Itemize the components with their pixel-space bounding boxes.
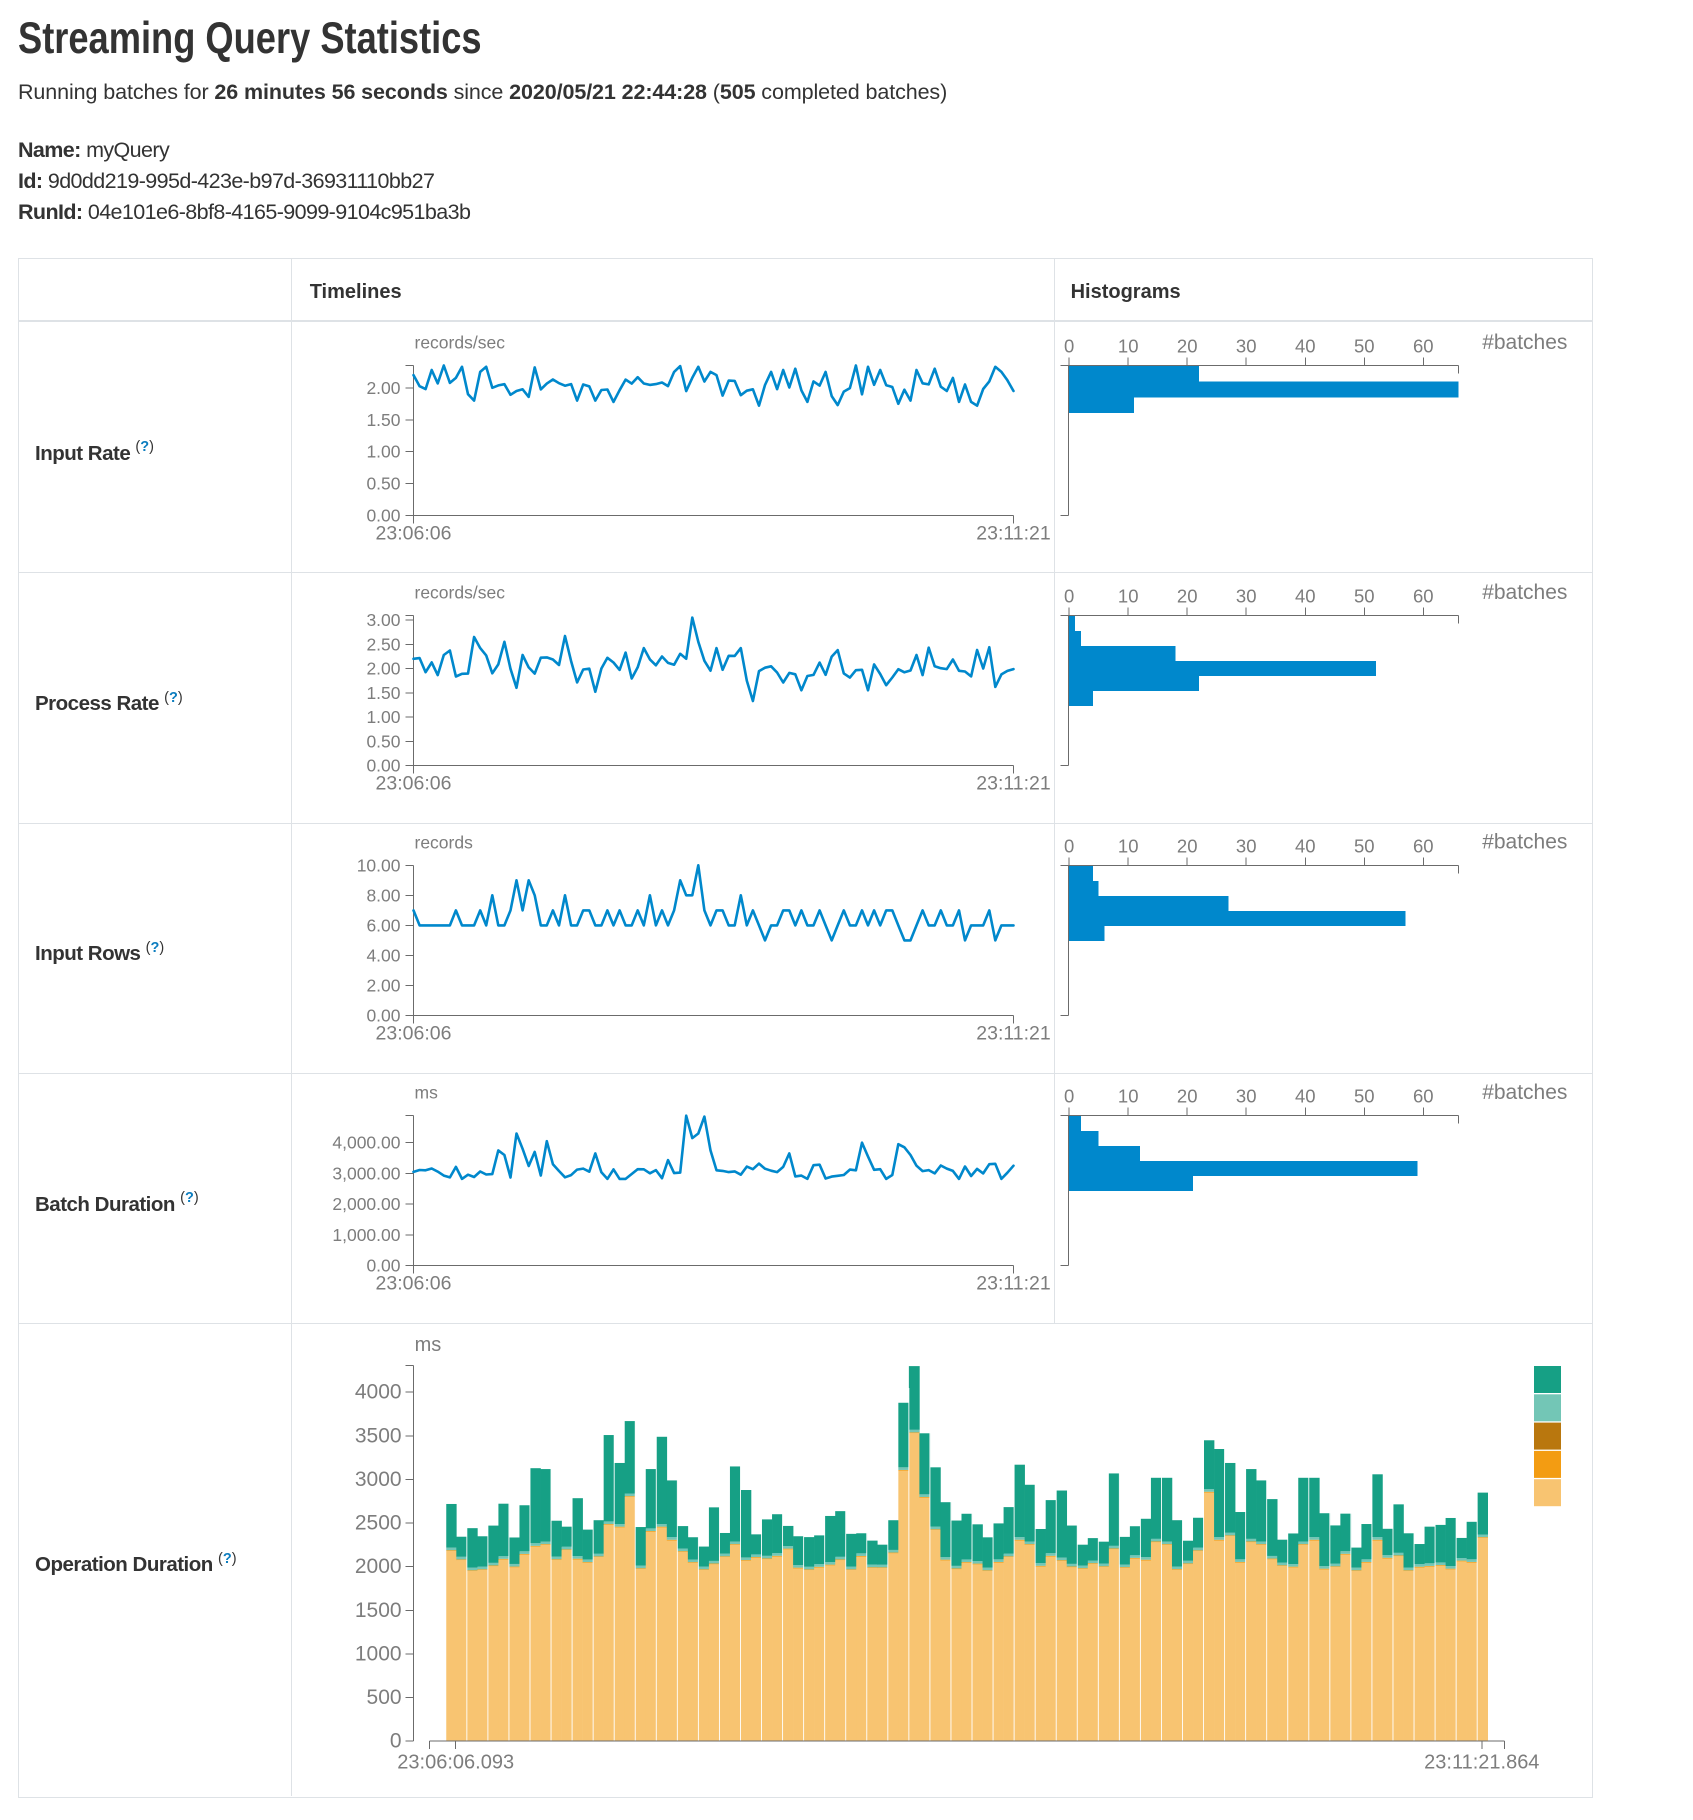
svg-text:60: 60 — [1413, 1086, 1434, 1107]
svg-text:10.00: 10.00 — [357, 855, 401, 875]
svg-text:50: 50 — [1354, 1086, 1375, 1107]
svg-text:1000: 1000 — [355, 1643, 402, 1666]
svg-text:2.00: 2.00 — [366, 378, 400, 398]
svg-text:0: 0 — [1064, 336, 1074, 357]
svg-text:8.00: 8.00 — [366, 885, 400, 905]
svg-text:2.00: 2.00 — [366, 976, 400, 996]
svg-text:1.00: 1.00 — [366, 442, 400, 462]
svg-text:23:06:06: 23:06:06 — [376, 1273, 452, 1295]
svg-text:#batches: #batches — [1482, 331, 1567, 354]
svg-text:#batches: #batches — [1482, 831, 1567, 854]
svg-text:60: 60 — [1413, 586, 1434, 607]
svg-text:40: 40 — [1295, 586, 1316, 607]
svg-text:0: 0 — [1064, 1086, 1074, 1107]
svg-text:2500: 2500 — [355, 1512, 402, 1535]
svg-text:60: 60 — [1413, 835, 1434, 856]
svg-text:500: 500 — [367, 1686, 402, 1709]
svg-text:1.50: 1.50 — [366, 410, 400, 430]
svg-text:23:06:06: 23:06:06 — [376, 773, 452, 795]
svg-text:0.00: 0.00 — [366, 756, 400, 776]
svg-text:23:06:06: 23:06:06 — [376, 523, 452, 545]
svg-text:23:11:21: 23:11:21 — [976, 1273, 1050, 1295]
svg-text:0.00: 0.00 — [366, 1006, 400, 1026]
svg-text:ms: ms — [415, 1083, 439, 1103]
svg-text:23:11:21: 23:11:21 — [976, 1023, 1050, 1045]
svg-text:0: 0 — [390, 1730, 402, 1753]
svg-text:1.50: 1.50 — [366, 683, 400, 703]
svg-text:40: 40 — [1295, 835, 1316, 856]
svg-text:2,000.00: 2,000.00 — [332, 1194, 400, 1214]
svg-text:23:11:21.864: 23:11:21.864 — [1424, 1752, 1539, 1774]
svg-text:30: 30 — [1236, 835, 1257, 856]
svg-text:records: records — [415, 832, 474, 852]
svg-text:30: 30 — [1236, 336, 1257, 357]
svg-text:4000: 4000 — [355, 1381, 402, 1404]
svg-text:3500: 3500 — [355, 1424, 402, 1447]
svg-text:0.50: 0.50 — [366, 474, 400, 494]
svg-text:23:06:06.093: 23:06:06.093 — [397, 1752, 514, 1774]
svg-text:0: 0 — [1064, 835, 1074, 856]
svg-text:0: 0 — [1064, 586, 1074, 607]
svg-text:50: 50 — [1354, 586, 1375, 607]
svg-text:#batches: #batches — [1482, 581, 1567, 604]
svg-text:2.00: 2.00 — [366, 659, 400, 679]
svg-text:3000: 3000 — [355, 1468, 402, 1491]
svg-text:10: 10 — [1118, 1086, 1139, 1107]
svg-text:1,000.00: 1,000.00 — [332, 1225, 400, 1245]
svg-text:3,000.00: 3,000.00 — [332, 1163, 400, 1183]
svg-text:20: 20 — [1177, 336, 1198, 357]
svg-text:4.00: 4.00 — [366, 945, 400, 965]
svg-text:20: 20 — [1177, 586, 1198, 607]
svg-text:records/sec: records/sec — [415, 333, 506, 353]
svg-text:40: 40 — [1295, 1086, 1316, 1107]
svg-text:0.50: 0.50 — [366, 731, 400, 751]
svg-text:2.50: 2.50 — [366, 634, 400, 654]
svg-text:1.00: 1.00 — [366, 707, 400, 727]
svg-text:4,000.00: 4,000.00 — [332, 1133, 400, 1153]
svg-text:#batches: #batches — [1482, 1081, 1567, 1104]
svg-text:records/sec: records/sec — [415, 583, 506, 603]
svg-text:1500: 1500 — [355, 1599, 402, 1622]
svg-text:23:11:21: 23:11:21 — [976, 523, 1050, 545]
svg-text:0.00: 0.00 — [366, 1256, 400, 1276]
svg-text:20: 20 — [1177, 835, 1198, 856]
svg-text:ms: ms — [415, 1334, 442, 1356]
svg-text:6.00: 6.00 — [366, 915, 400, 935]
svg-text:0.00: 0.00 — [366, 506, 400, 526]
svg-text:40: 40 — [1295, 336, 1316, 357]
svg-text:3.00: 3.00 — [366, 610, 400, 630]
svg-text:30: 30 — [1236, 1086, 1257, 1107]
svg-text:20: 20 — [1177, 1086, 1198, 1107]
svg-text:50: 50 — [1354, 336, 1375, 357]
svg-text:50: 50 — [1354, 835, 1375, 856]
svg-text:30: 30 — [1236, 586, 1257, 607]
svg-text:2000: 2000 — [355, 1555, 402, 1578]
svg-text:10: 10 — [1118, 586, 1139, 607]
svg-text:60: 60 — [1413, 336, 1434, 357]
svg-text:10: 10 — [1118, 336, 1139, 357]
svg-text:10: 10 — [1118, 835, 1139, 856]
svg-text:23:11:21: 23:11:21 — [976, 773, 1050, 795]
svg-text:23:06:06: 23:06:06 — [376, 1023, 452, 1045]
